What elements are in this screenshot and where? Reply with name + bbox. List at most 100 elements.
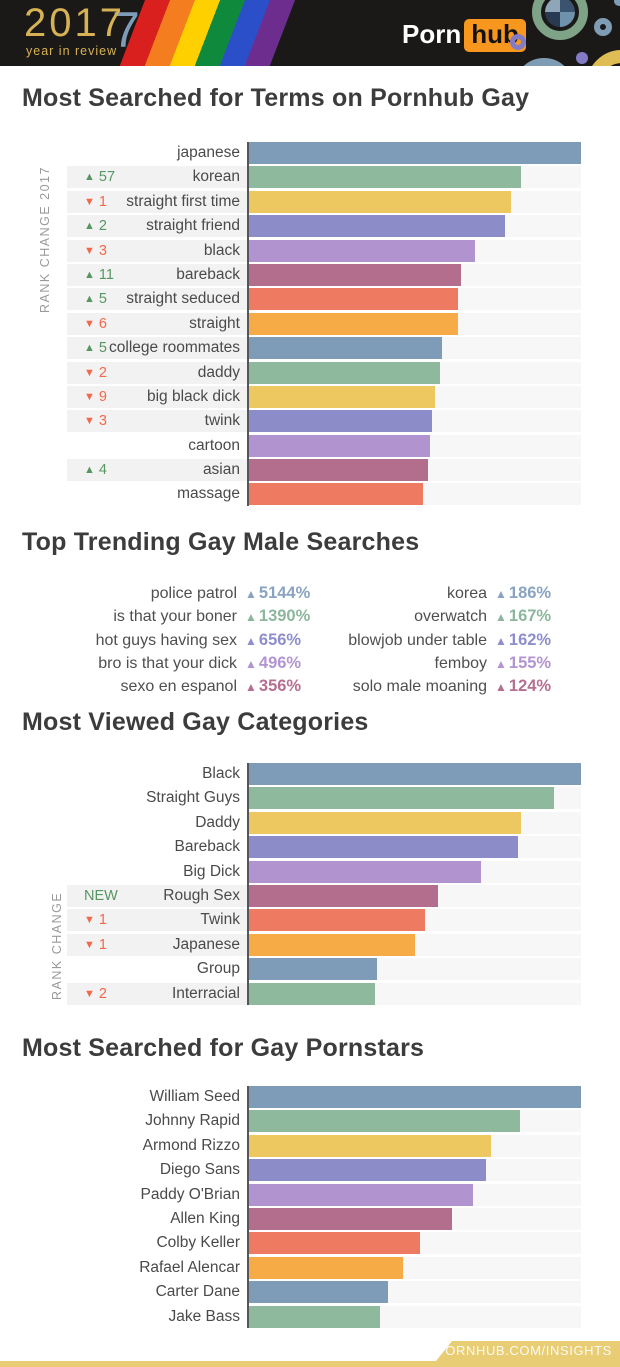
rank-down-indicator: ▼ 1 xyxy=(84,912,107,929)
bar xyxy=(249,1110,520,1133)
bar-track xyxy=(249,1183,581,1206)
bar xyxy=(249,385,435,408)
triangle-up-icon: ▲ xyxy=(245,587,257,601)
bar-track xyxy=(249,860,581,883)
triangle-down-icon: ▼ xyxy=(84,317,95,330)
bar-label: Johnny Rapid xyxy=(145,1112,240,1130)
bar xyxy=(249,933,415,956)
bar-track xyxy=(249,1207,581,1230)
bar-track xyxy=(249,410,581,433)
trending-term: police patrol xyxy=(150,585,237,602)
rank-up-indicator: ▲ 57 xyxy=(84,169,116,186)
bar-track xyxy=(249,836,581,859)
chart-row: Allen King xyxy=(0,1207,620,1230)
trending-term: bro is that your dick xyxy=(98,654,237,672)
triangle-up-icon: ▲ xyxy=(495,587,507,601)
trending-change-value: ▲ 155% xyxy=(495,653,552,672)
bar xyxy=(249,483,424,506)
rank-change-band xyxy=(67,337,247,360)
bar-label: daddy xyxy=(197,363,240,381)
bar-track xyxy=(249,385,581,408)
bar-track xyxy=(249,166,581,189)
rank-down-indicator: ▼ 6 xyxy=(84,315,107,332)
bar-track xyxy=(249,312,581,335)
bar-track xyxy=(249,142,581,164)
trending-change-value: ▲ 496% xyxy=(245,653,302,672)
trending-row: overwatch ▲ 167% xyxy=(310,605,551,628)
trending-list: police patrol ▲ 5144% is that your boner ▲ 13… xyxy=(0,582,620,702)
trending-change-value: ▲ 656% xyxy=(245,630,302,649)
triangle-down-icon: ▼ xyxy=(84,390,95,403)
chart-row: ▼ 3 twink xyxy=(0,410,620,433)
trending-term: overwatch xyxy=(414,608,487,626)
bar xyxy=(249,982,376,1005)
rank-up-indicator: ▲ 5 xyxy=(84,340,107,357)
trending-row: femboy ▲ 155% xyxy=(310,652,552,675)
triangle-down-icon: ▼ xyxy=(84,987,95,1000)
chart-row: Bareback xyxy=(0,836,620,859)
bar-track xyxy=(249,1086,581,1108)
bar-track xyxy=(249,884,581,907)
bar-track xyxy=(249,459,581,482)
bar-label: Black xyxy=(202,765,240,782)
bar-label: Colby Keller xyxy=(156,1234,240,1252)
rainbow-stripes xyxy=(117,0,297,66)
rank-down-indicator: ▼ 1 xyxy=(84,936,107,953)
triangle-up-icon: ▲ xyxy=(245,633,257,648)
triangle-down-icon: ▼ xyxy=(84,366,95,379)
chart-row: Paddy O'Brian xyxy=(0,1183,620,1206)
bar xyxy=(249,459,429,482)
bar xyxy=(249,1183,474,1206)
triangle-up-icon: ▲ xyxy=(245,656,257,671)
axis-baseline xyxy=(247,763,249,1005)
bar-label: Daddy xyxy=(195,813,240,831)
bar-label: Rough Sex xyxy=(163,886,240,904)
bar xyxy=(249,239,475,262)
bluegray-big-ring-icon xyxy=(514,58,574,66)
bar xyxy=(249,166,522,189)
bar-label: Bareback xyxy=(174,838,240,856)
axis-baseline xyxy=(247,142,249,506)
rank-change-band xyxy=(67,884,247,907)
rank-new-badge: NEW xyxy=(84,887,118,904)
chart-row: Straight Guys xyxy=(0,787,620,810)
bar-label: Big Dick xyxy=(183,862,240,880)
bar xyxy=(249,860,482,883)
bar-label: asian xyxy=(202,461,240,479)
bar-track xyxy=(249,933,581,956)
chart-row: Group xyxy=(0,958,620,981)
rank-change-band xyxy=(67,190,247,213)
chart-row: massage xyxy=(0,483,620,506)
purple-ring-icon xyxy=(510,34,526,50)
chart-row: Armond Rizzo xyxy=(0,1134,620,1157)
triangle-up-icon: ▲ xyxy=(495,633,507,648)
rank-up-indicator: ▲ 5 xyxy=(84,291,107,308)
triangle-down-icon: ▼ xyxy=(84,195,95,208)
bar-label: big black dick xyxy=(146,387,240,405)
triangle-down-icon: ▼ xyxy=(84,415,95,428)
trending-change-value: ▲ 356% xyxy=(245,677,302,696)
triangle-up-icon: ▲ xyxy=(495,656,507,671)
bar xyxy=(249,190,512,213)
trending-row: korea ▲ 186% xyxy=(310,582,551,605)
bar-track xyxy=(249,239,581,262)
chart-terms: RANK CHANGE 2017 japanese ▲ 57 korean ▼ 1 stra… xyxy=(0,142,620,508)
rank-change-band xyxy=(67,263,247,286)
chart-row: Rafael Alencar xyxy=(0,1256,620,1279)
trending-row: hot guys having sex ▲ 656% xyxy=(40,629,310,652)
bar-label: Armond Rizzo xyxy=(142,1136,240,1154)
bar xyxy=(249,1159,487,1182)
bar xyxy=(249,958,377,981)
trending-term: hot guys having sex xyxy=(95,631,237,649)
trending-term: solo male moaning xyxy=(352,678,487,696)
rank-change-band xyxy=(67,982,247,1005)
bar-label: Paddy O'Brian xyxy=(140,1185,240,1203)
chart-row: Jake Bass xyxy=(0,1305,620,1328)
chart-row: ▲ 5 college roommates xyxy=(0,337,620,360)
bar xyxy=(249,434,430,457)
trending-term: is that your boner xyxy=(113,608,237,626)
trending-row: solo male moaning ▲ 124% xyxy=(310,675,551,698)
rank-change-band xyxy=(67,239,247,262)
bar-track xyxy=(249,263,581,286)
green-ring-icon xyxy=(532,0,588,40)
